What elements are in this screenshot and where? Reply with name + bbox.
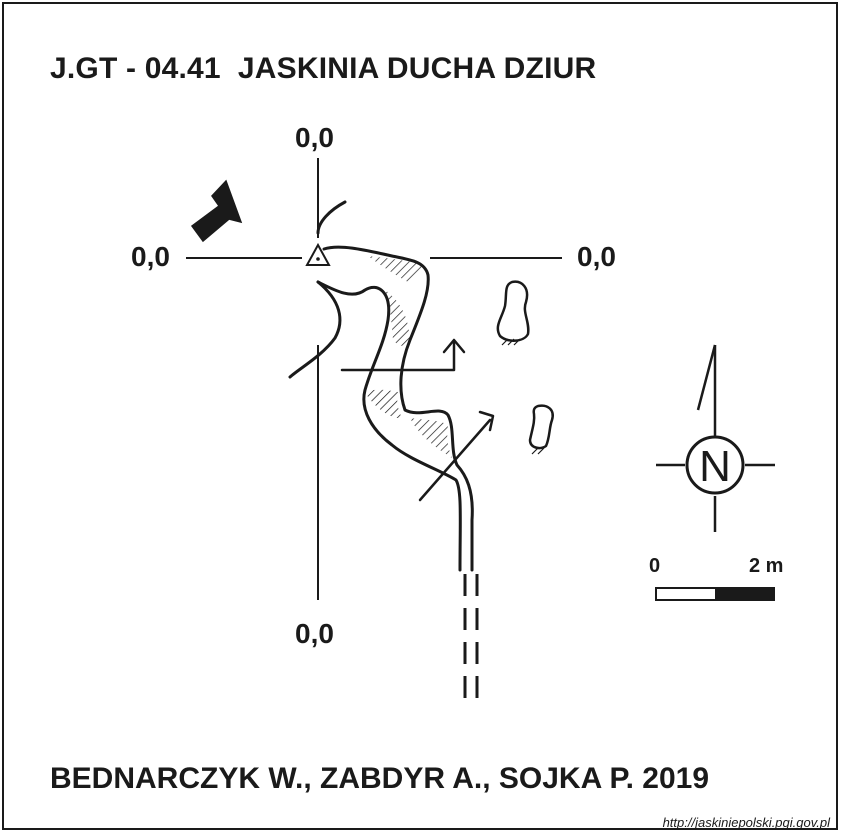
entrance-arrow-icon [192, 181, 241, 241]
passage-continuation-dashed [465, 574, 477, 704]
grid-axes [186, 158, 562, 600]
rock-pillars [498, 282, 553, 448]
north-arrow-icon [656, 345, 775, 532]
scale-bar [656, 588, 774, 600]
north-label: N [699, 442, 731, 491]
